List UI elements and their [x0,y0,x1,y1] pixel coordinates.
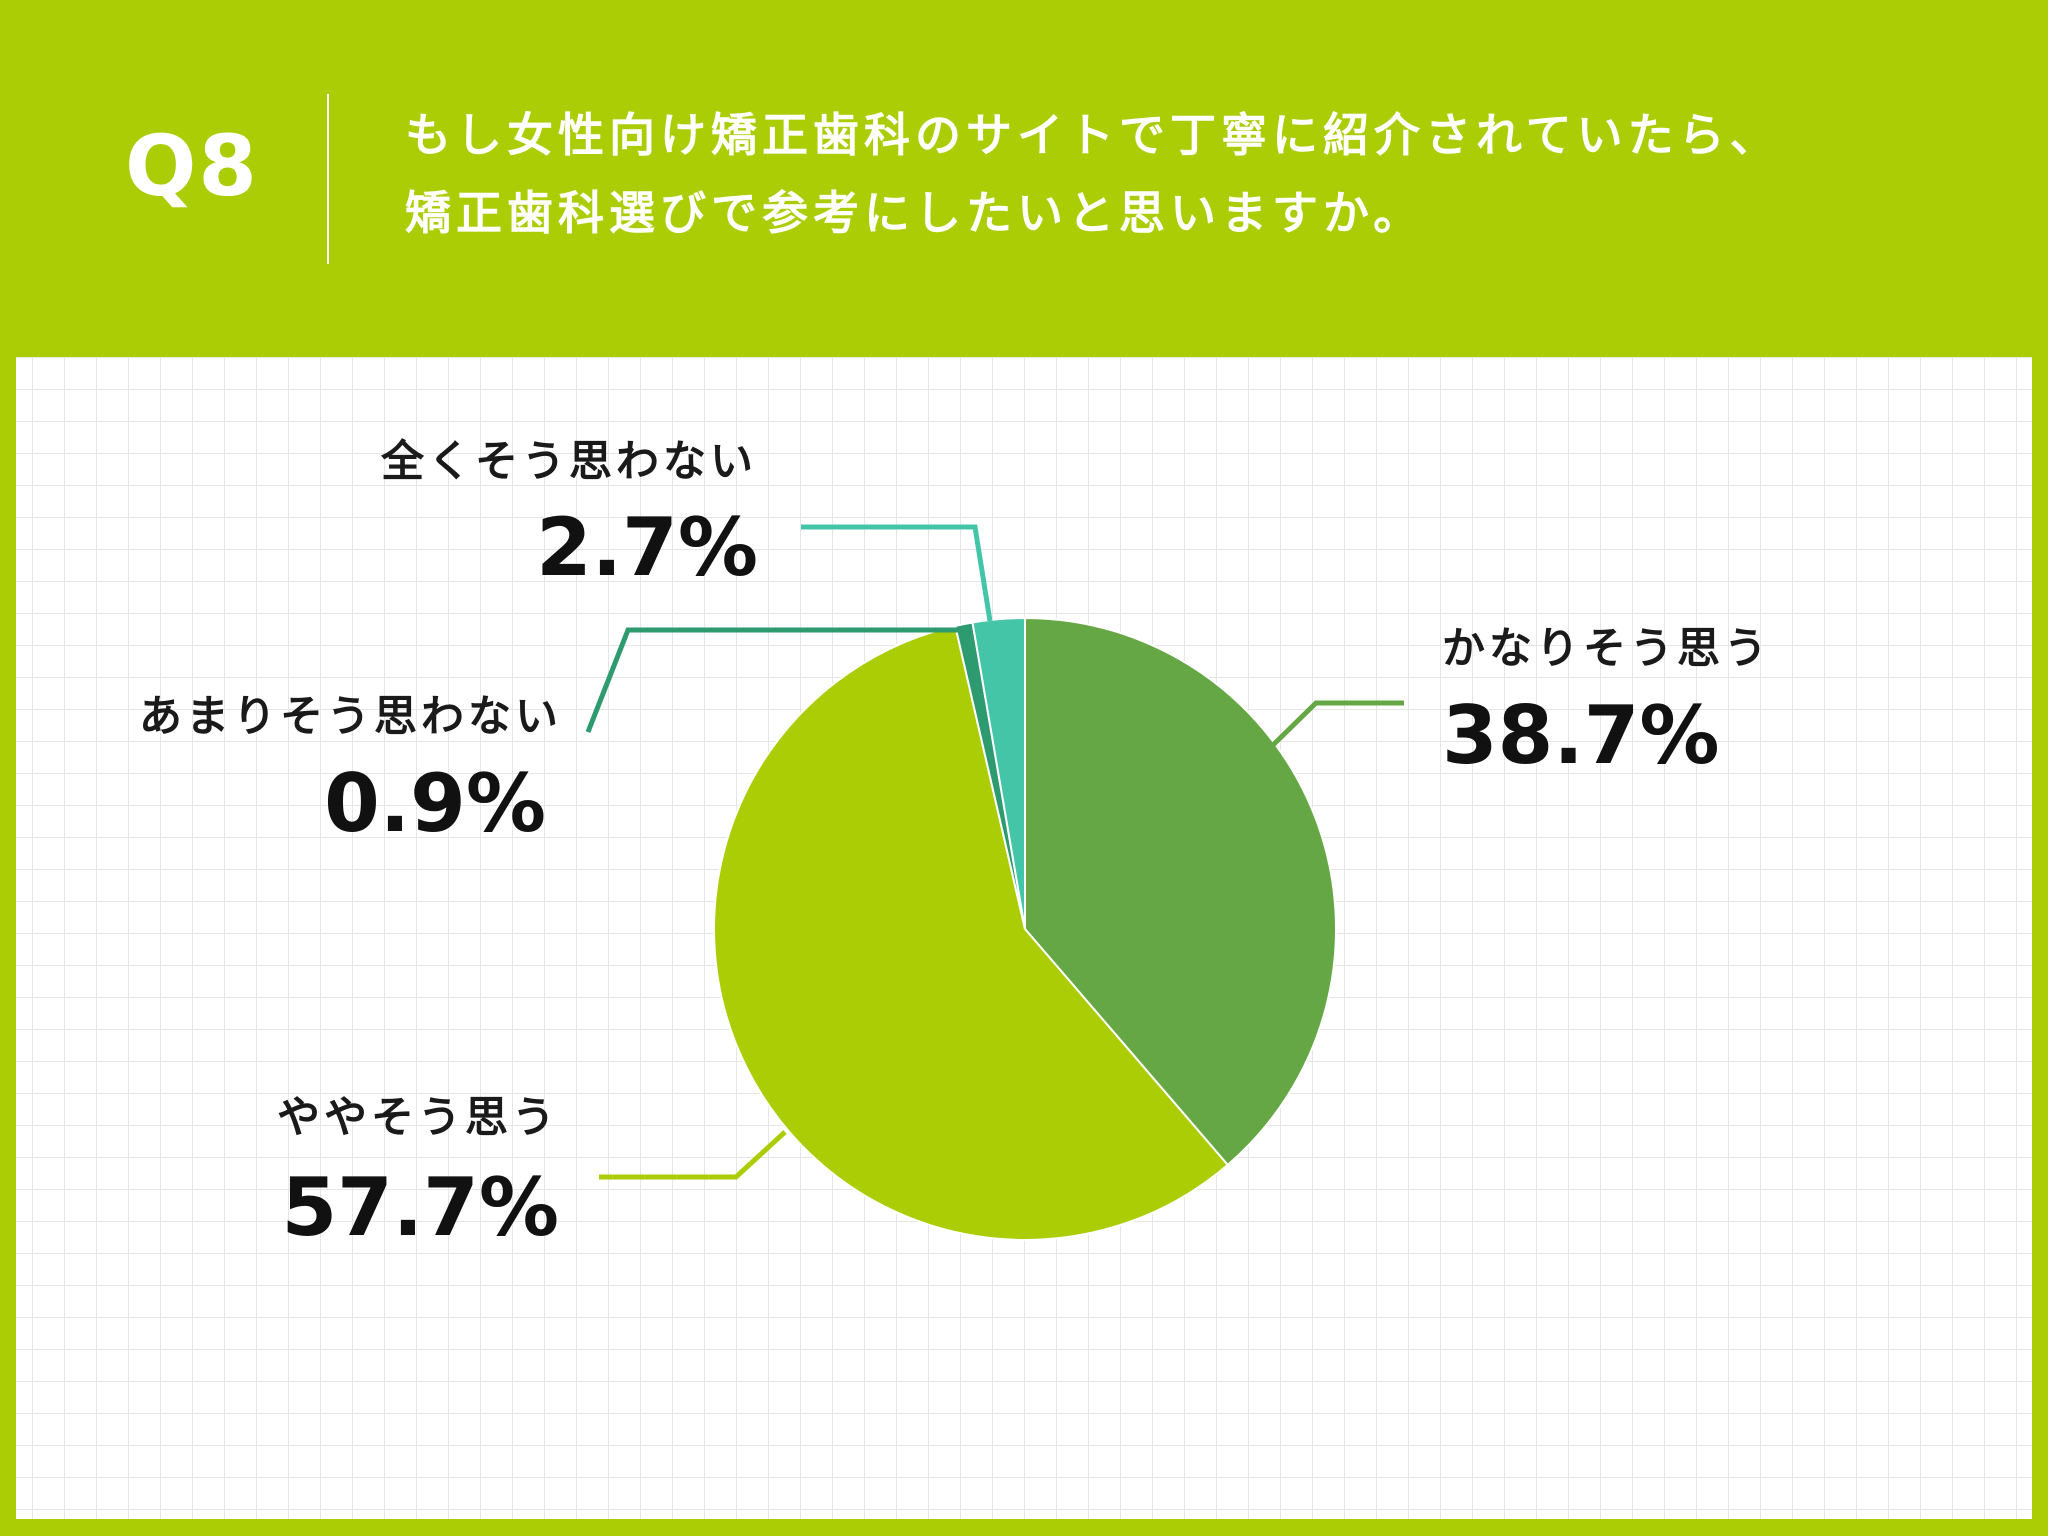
question-text-line-2: 矯正歯科選びで参考にしたいと思いますか。 [405,186,1425,240]
slice-labels: かなりそう思う 38.7% ややそう思う 57.7% あまりそう思わない 0.9% 全くそう… [139,437,1771,1254]
slice-label-value-1: 38.7% [1442,689,1720,782]
slice-label-value-3: 0.9% [324,757,546,850]
leader-lines [585,524,1404,1180]
chart-panel: かなりそう思う 38.7% ややそう思う 57.7% あまりそう思わない 0.9% 全くそう… [16,357,2032,1519]
slice-label-value-4: 2.7% [536,501,758,594]
pie-slice-1 [1024,616,1337,1167]
leader-line-4 [801,524,993,622]
pie-slice-2 [713,624,1230,1241]
header: Q8 もし女性向け矯正歯科のサイトで丁寧に紹介されていたら、 矯正歯科選びで参考… [0,0,2048,357]
leader-line-2 [599,1130,787,1180]
leader-line-3 [585,627,962,733]
slice-label-name-1: かなりそう思う [1442,624,1771,674]
slice-label-name-3: あまりそう思わない [139,692,562,742]
question-number: Q8 [125,117,259,215]
pie-chart: かなりそう思う 38.7% ややそう思う 57.7% あまりそう思わない 0.9% 全くそう… [139,437,1771,1254]
slice-label-name-4: 全くそう思わない [380,437,757,487]
pie-slice-4 [971,616,1026,930]
question-text-line-1: もし女性向け矯正歯科のサイトで丁寧に紹介されていたら、 [405,108,1781,162]
slice-label-name-2: ややそう思う [277,1093,559,1143]
header-divider [327,94,329,264]
slice-label-value-2: 57.7% [281,1161,559,1254]
leader-line-1 [1270,700,1404,748]
pie-slices [713,616,1337,1241]
